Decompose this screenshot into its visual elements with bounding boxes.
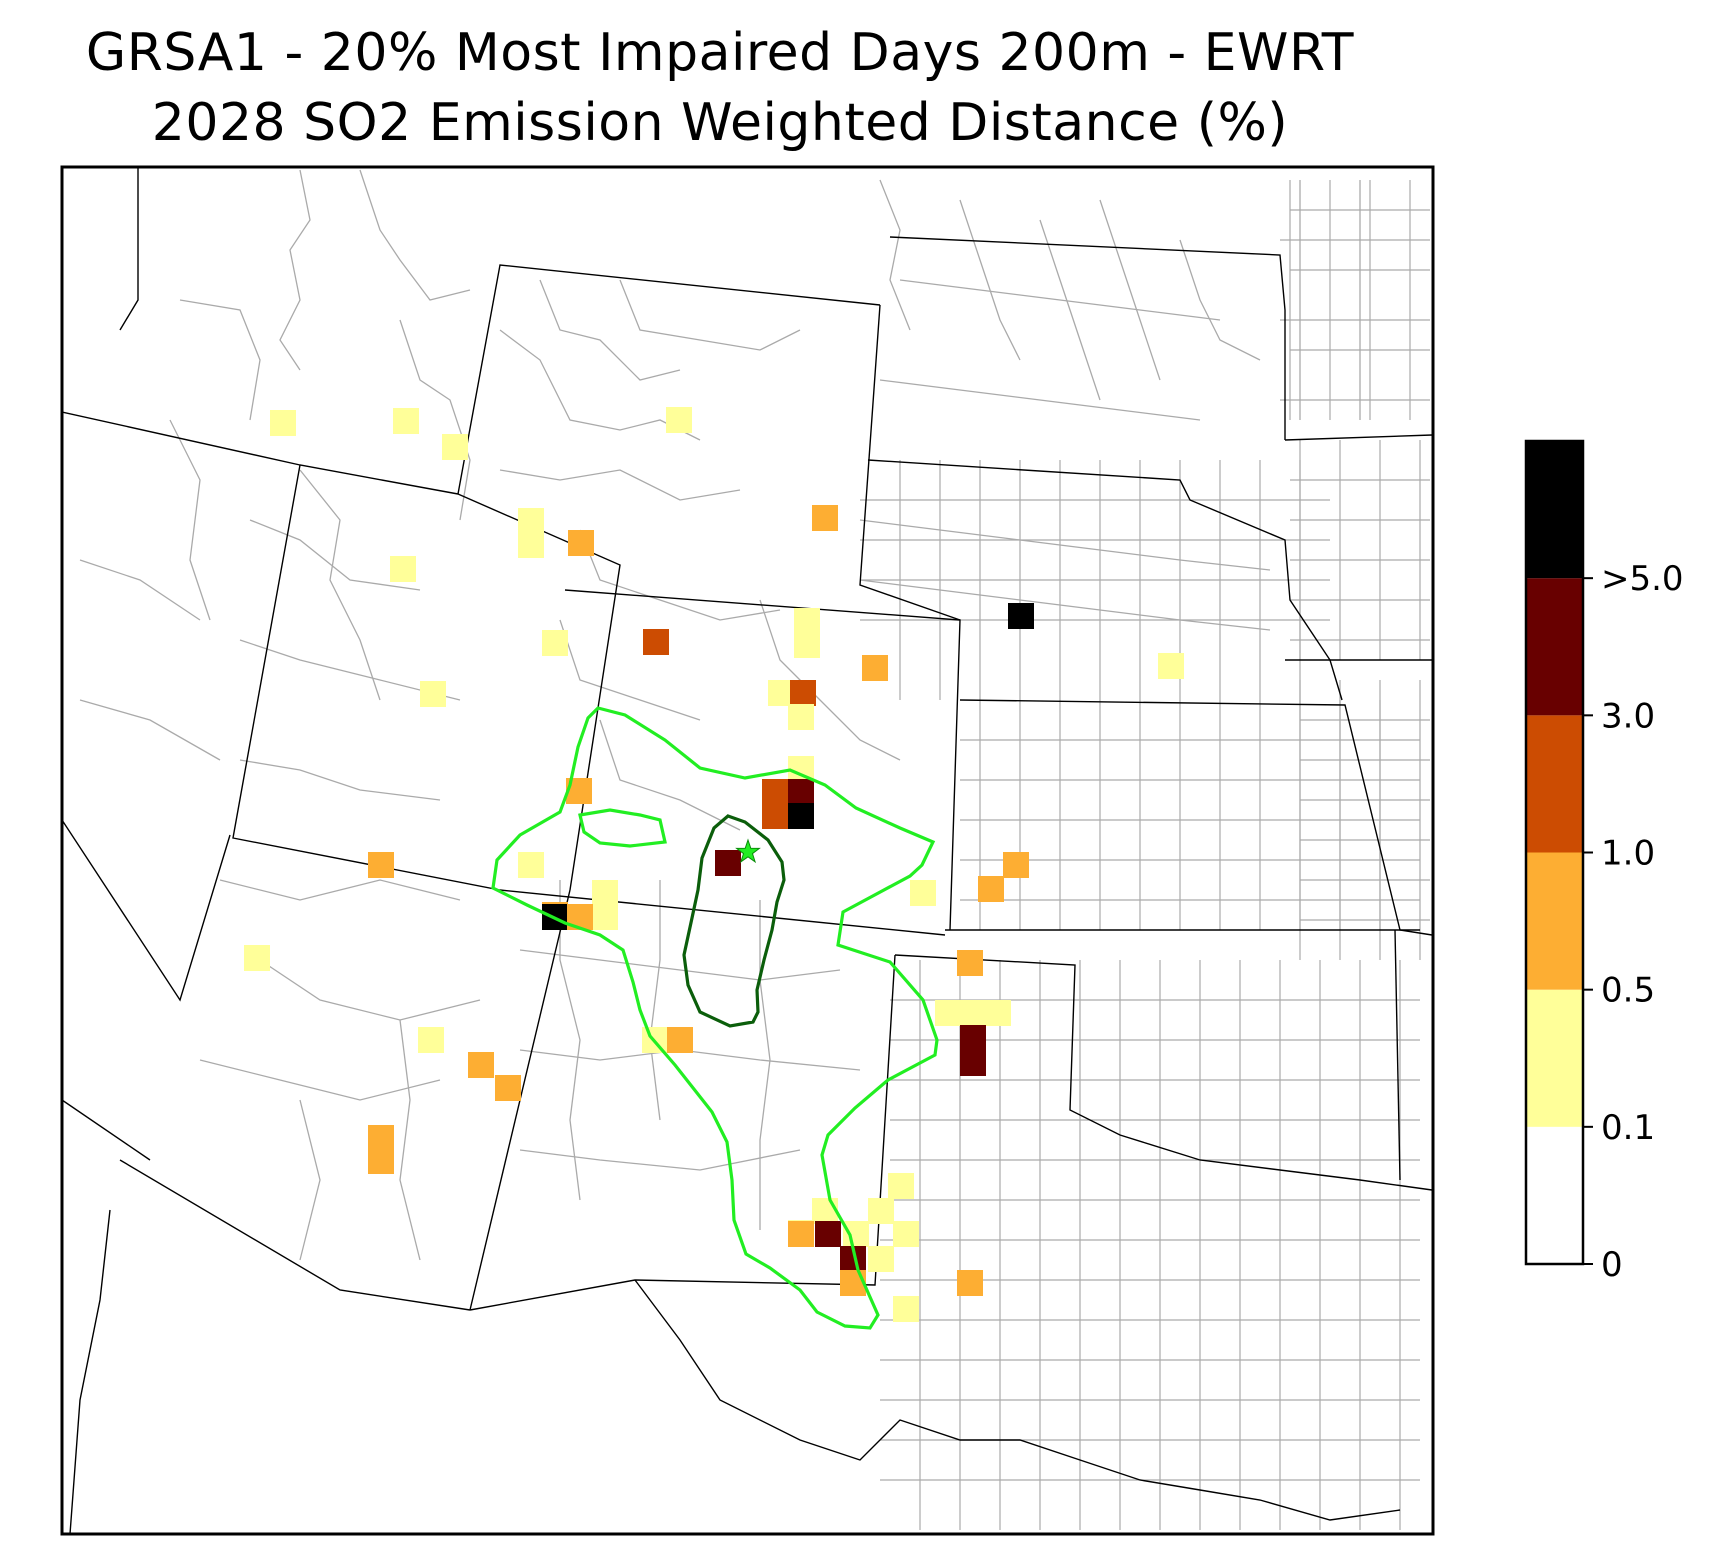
- emission-cell: [788, 779, 814, 805]
- colorbar-bin: [1526, 989, 1583, 1127]
- emission-cell: [790, 680, 816, 706]
- colorbar-tick-label: 1.0: [1601, 834, 1655, 874]
- receptor-star-icon: [735, 838, 761, 864]
- emission-cell: [957, 1270, 983, 1296]
- emission-cell: [1008, 603, 1034, 629]
- emission-cell: [868, 1198, 894, 1224]
- emission-cell: [812, 1198, 838, 1224]
- emission-cell: [420, 681, 446, 707]
- inner-contour: [682, 814, 786, 1028]
- emission-cell: [978, 876, 1004, 902]
- emission-cell: [468, 1052, 494, 1078]
- emission-cell: [788, 803, 814, 829]
- emission-cell: [518, 508, 544, 534]
- emission-cell: [910, 880, 936, 906]
- colorbar-tick-label: 0.1: [1601, 1108, 1655, 1148]
- outer-contour: [491, 706, 939, 1330]
- emission-cell: [843, 1221, 869, 1247]
- colorbar-tick-label: 3.0: [1601, 696, 1655, 736]
- emission-cell: [418, 1027, 444, 1053]
- emission-cell: [794, 632, 820, 658]
- emission-cell: [666, 407, 692, 433]
- emission-cell: [960, 1025, 986, 1051]
- emission-cell: [812, 505, 838, 531]
- colorbar: 0 0.1 0.5 1.0 3.0 >5.0: [1524, 439, 1684, 1285]
- emission-cell: [368, 1148, 394, 1174]
- emission-cell: [495, 1075, 521, 1101]
- state-boundaries: [62, 167, 1433, 1534]
- emission-cell: [542, 630, 568, 656]
- outer-contour-island: [578, 808, 667, 848]
- county-grid: [860, 180, 1430, 1530]
- emission-cell: [518, 532, 544, 558]
- emission-cell: [568, 530, 594, 556]
- emission-cell: [957, 950, 983, 976]
- colorbar-bin: [1526, 1126, 1583, 1264]
- emission-cell: [985, 1000, 1011, 1026]
- emission-cell: [368, 852, 394, 878]
- emission-cell: [762, 779, 788, 805]
- emission-cell: [960, 1000, 986, 1026]
- colorbar-bin: [1526, 852, 1583, 990]
- emission-cell: [390, 556, 416, 582]
- emission-cells: [244, 407, 1184, 1322]
- emission-cell: [815, 1221, 841, 1247]
- map-title-line-1: GRSA1 - 20% Most Impaired Days 200m - EW…: [85, 23, 1355, 83]
- colorbar-tick-label: >5.0: [1601, 559, 1684, 599]
- map-frame: [60, 165, 1435, 1536]
- emission-cell: [667, 1027, 693, 1053]
- emission-cell: [935, 1000, 961, 1026]
- emission-cell: [762, 803, 788, 829]
- emission-cell: [788, 1221, 814, 1247]
- colorbar-bin: [1526, 715, 1583, 853]
- emission-cell: [1158, 653, 1184, 679]
- emission-cell: [270, 410, 296, 436]
- emission-cell: [715, 850, 741, 876]
- colorbar-bin: [1526, 578, 1583, 716]
- emission-cell: [893, 1221, 919, 1247]
- emission-cell: [893, 1296, 919, 1322]
- emission-cell: [442, 434, 468, 460]
- emission-cell: [960, 1050, 986, 1076]
- emission-cell: [393, 408, 419, 434]
- emission-cell: [862, 655, 888, 681]
- emission-cell: [794, 608, 820, 634]
- emission-cell: [368, 1125, 394, 1151]
- emission-cell: [1003, 852, 1029, 878]
- colorbar-tick-label: 0: [1601, 1245, 1623, 1285]
- map-area: [62, 167, 1433, 1534]
- emission-cell: [518, 852, 544, 878]
- colorbar-bin: [1526, 441, 1583, 579]
- emission-cell: [788, 704, 814, 730]
- emission-cell: [768, 680, 794, 706]
- emission-cell: [592, 904, 618, 930]
- county-boundaries: [79, 169, 1430, 1261]
- emission-cell: [592, 880, 618, 906]
- emission-cell: [643, 629, 669, 655]
- emission-cell: [244, 945, 270, 971]
- map-title-line-2: 2028 SO2 Emission Weighted Distance (%): [151, 93, 1289, 153]
- colorbar-tick-label: 0.5: [1601, 971, 1655, 1011]
- emission-cell: [888, 1173, 914, 1199]
- emission-cell: [868, 1246, 894, 1272]
